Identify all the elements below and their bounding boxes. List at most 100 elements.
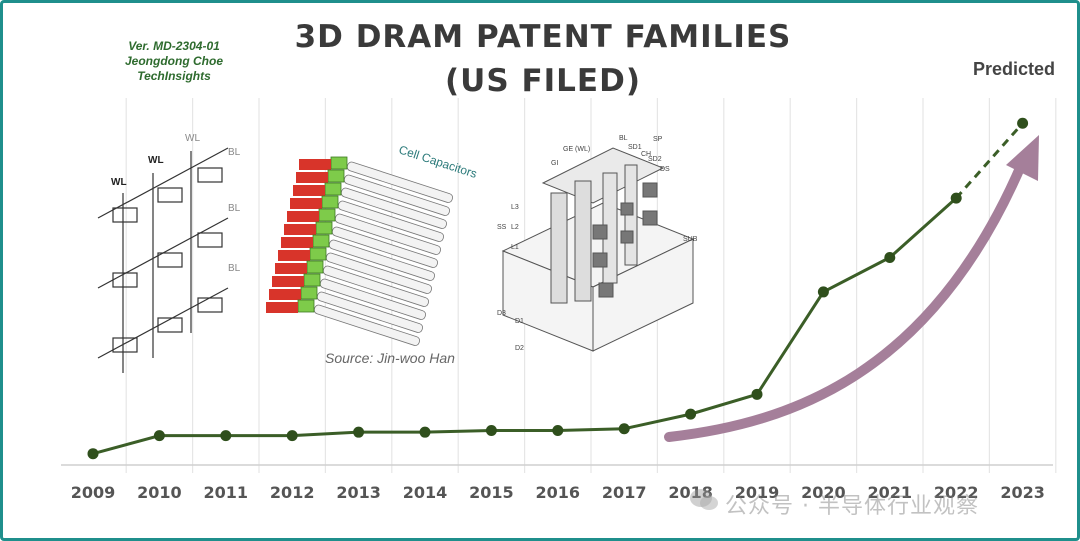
capacitor-bitline-block — [293, 185, 325, 196]
x-tick-label: 2016 — [536, 483, 581, 502]
bl-label: BL — [228, 147, 241, 158]
capacitor-tube — [346, 161, 453, 203]
data-point-2015 — [485, 424, 497, 436]
capacitor-tube — [319, 278, 426, 320]
structure-label: SUB — [683, 236, 698, 243]
capacitor-bitline-block — [287, 211, 319, 222]
data-point-2023 — [1017, 117, 1029, 129]
capacitor-tube — [325, 252, 432, 294]
capacitor-transistor-block — [303, 273, 321, 287]
predicted-label: Predicted — [973, 59, 1056, 79]
capacitor-tube — [337, 200, 444, 242]
capacitor-bitline-block — [284, 224, 316, 235]
structure-label: D1 — [515, 318, 524, 325]
x-tick-label: 2022 — [934, 483, 979, 502]
wl-label-3: WL — [185, 133, 200, 144]
x-tick-label: 2012 — [270, 483, 315, 502]
x-tick-label: 2018 — [668, 483, 713, 502]
x-tick-label: 2023 — [1000, 483, 1045, 502]
capacitor-bitline-block — [296, 172, 328, 183]
cell-array-schematic — [97, 147, 229, 373]
wl-label-2: WL — [148, 155, 164, 166]
structure-label: L3 — [511, 204, 519, 211]
structure-label: L2 — [511, 224, 519, 231]
structure-label: SP — [653, 136, 663, 143]
capacitor-tube — [316, 291, 423, 333]
data-point-2019 — [751, 388, 763, 400]
chart-title-line1: 3D DRAM PATENT FAMILIES — [294, 19, 792, 55]
capacitor-tube — [334, 213, 441, 255]
data-point-2013 — [353, 426, 365, 438]
data-point-2010 — [153, 430, 165, 442]
structure-label: D3 — [497, 310, 506, 317]
data-point-2022 — [950, 192, 962, 204]
wechat-icon — [690, 489, 718, 510]
data-point-2012 — [286, 430, 298, 442]
series-line-predicted — [955, 122, 1024, 200]
3d-structure-illustration — [501, 147, 695, 352]
chart-svg: WL WL WL BL BL BL Cell Capacitors GE (WL — [61, 98, 1057, 502]
x-tick-labels: 2009 2010 2011 2012 2013 2014 2015 2016 2017 2018… — [71, 483, 1045, 502]
chart-title-line2: (US FILED) — [445, 63, 641, 99]
capacitor-transistor-block — [327, 169, 345, 183]
x-tick-label: 2010 — [137, 483, 182, 502]
bl-label-2: BL — [228, 203, 241, 214]
author-label: Jeongdong Choe — [125, 54, 223, 68]
org-label: TechInsights — [137, 69, 211, 83]
capacitor-transistor-block — [312, 234, 330, 248]
series-line-actual — [92, 197, 958, 456]
capacitor-transistor-block — [324, 182, 342, 196]
capacitor-tube — [322, 265, 429, 307]
x-tick-label: 2019 — [735, 483, 780, 502]
structure-label: SD2 — [648, 156, 662, 163]
growth-trend-arrowhead — [1006, 135, 1039, 181]
x-tick-label: 2020 — [801, 483, 846, 502]
data-point-2020 — [817, 286, 829, 298]
capacitor-bitline-block — [269, 289, 301, 300]
capacitor-tube — [313, 304, 420, 346]
capacitor-tube — [343, 174, 450, 216]
bl-label-3: BL — [228, 263, 241, 274]
structure-label: SS — [497, 224, 507, 231]
data-point-2016 — [552, 424, 564, 436]
capacitor-bitline-block — [272, 276, 304, 287]
data-markers — [87, 117, 1029, 460]
structure-label: GI — [551, 160, 558, 167]
wl-label: WL — [111, 177, 127, 188]
data-point-2018 — [685, 408, 697, 420]
capacitor-bitline-block — [281, 237, 313, 248]
capacitor-transistor-block — [297, 299, 315, 313]
capacitor-transistor-block — [300, 286, 318, 300]
data-point-2011 — [220, 430, 232, 442]
structure-label: D2 — [515, 345, 524, 352]
structure-label: SD1 — [628, 144, 642, 151]
x-tick-label: 2015 — [469, 483, 514, 502]
capacitor-bitline-block — [275, 263, 307, 274]
capacitor-tube — [328, 239, 435, 281]
watermark-text: 公众号 · 半导体行业观察 — [725, 494, 979, 519]
capacitor-stack-illustration — [266, 156, 453, 346]
capacitor-bitline-block — [266, 302, 298, 313]
cell-capacitors-label: Cell Capacitors — [397, 143, 479, 181]
capacitor-tube — [340, 187, 447, 229]
structure-label: GE (WL) — [563, 146, 590, 153]
x-tick-label: 2017 — [602, 483, 647, 502]
x-tick-label: 2021 — [868, 483, 913, 502]
x-tick-label: 2013 — [336, 483, 381, 502]
capacitor-transistor-block — [318, 208, 336, 222]
capacitor-transistor-block — [315, 221, 333, 235]
x-tick-label: 2011 — [204, 483, 249, 502]
data-point-2017 — [618, 423, 630, 435]
capacitor-bitline-block — [299, 159, 331, 170]
version-info: Ver. MD-2304-01 Jeongdong Choe TechInsig… — [99, 39, 249, 84]
data-point-2021 — [884, 252, 896, 264]
data-point-2014 — [419, 426, 431, 438]
capacitor-transistor-block — [330, 156, 348, 170]
x-tick-label: 2014 — [403, 483, 448, 502]
structure-label: L1 — [511, 244, 519, 251]
grid-lines — [125, 98, 1057, 473]
x-tick-label: 2009 — [71, 483, 116, 502]
capacitor-transistor-block — [309, 247, 327, 261]
structure-label: BL — [619, 135, 628, 142]
